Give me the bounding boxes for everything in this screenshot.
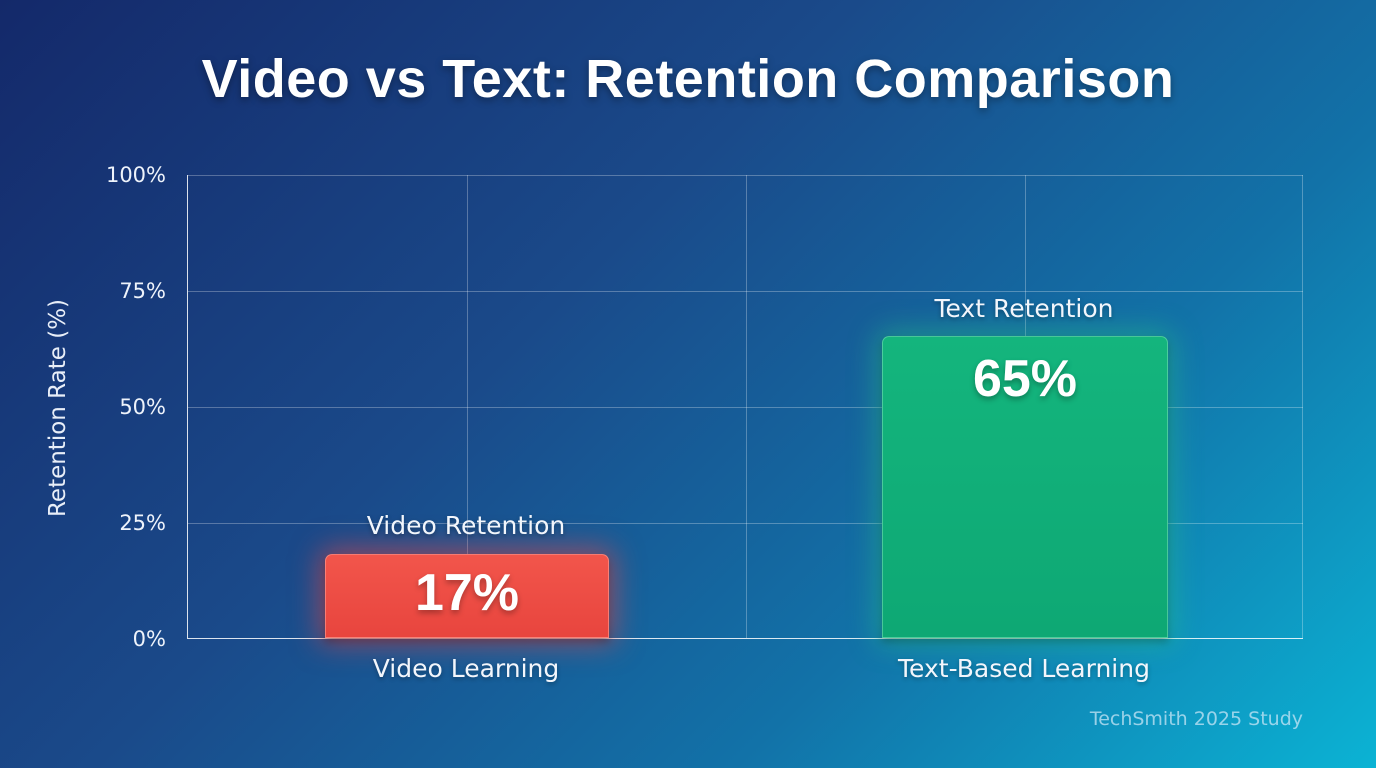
bar-text-based-learning: 65% — [882, 336, 1168, 638]
y-tick-100: 100% — [105, 163, 166, 187]
bar-annotation-text: Text Retention — [934, 294, 1114, 323]
y-tick-75: 75% — [119, 279, 166, 303]
gridline — [188, 291, 1303, 292]
gridline — [746, 175, 747, 638]
chart-title: Video vs Text: Retention Comparison — [201, 49, 1175, 109]
y-tick-0: 0% — [132, 627, 166, 651]
gridline — [1302, 175, 1303, 638]
bar-video-learning: 17% — [325, 554, 609, 638]
bar-value-label: 17% — [414, 564, 520, 622]
gridline — [188, 407, 1303, 408]
gridline — [188, 523, 1303, 524]
y-tick-25: 25% — [119, 511, 166, 535]
x-category-text-based-learning: Text-Based Learning — [898, 654, 1150, 683]
bar-annotation-video: Video Retention — [366, 511, 566, 540]
source-note: TechSmith 2025 Study — [1089, 708, 1303, 730]
plot-area: 17% 65% — [187, 175, 1303, 639]
bar-value-label: 65% — [972, 350, 1078, 408]
gridline — [467, 175, 468, 638]
x-category-video-learning: Video Learning — [372, 654, 560, 683]
gridline — [188, 175, 1303, 176]
y-tick-50: 50% — [119, 395, 166, 419]
